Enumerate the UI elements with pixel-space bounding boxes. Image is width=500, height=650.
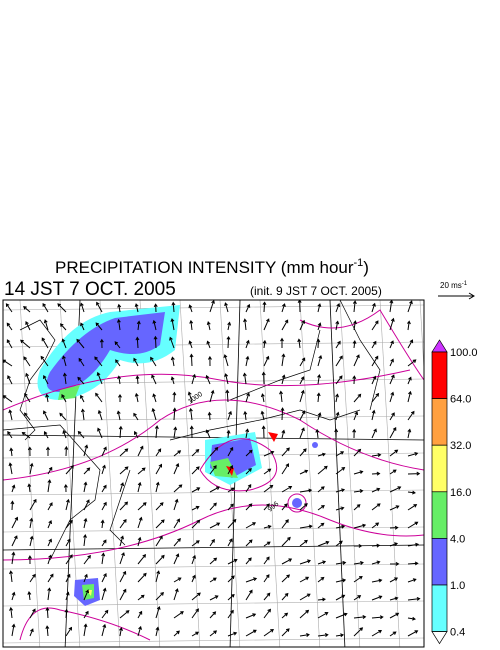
grid-line [3, 600, 424, 607]
grid-line [419, 300, 424, 376]
colorbar-label: 4.0 [450, 533, 465, 545]
grid-line [179, 300, 201, 647]
map-content: 1000 996 [3, 300, 424, 647]
colorbar-label: 32.0 [450, 440, 471, 452]
colorbar-triangle [431, 339, 448, 353]
colorbar-segment [431, 444, 448, 493]
colorbar-segment [431, 351, 448, 399]
colorbar-label: 64.0 [450, 394, 471, 406]
colorbar-label: 0.4 [450, 627, 465, 639]
grid-line [3, 489, 424, 496]
map-frame [2, 299, 425, 648]
colorbar-segment [431, 584, 448, 632]
colorbar-label: 1.0 [450, 580, 465, 592]
colorbar-triangle [431, 631, 448, 645]
vector-legend-label: 20 ms-1 [440, 281, 468, 290]
grid-line [3, 544, 424, 551]
grid-line [3, 304, 424, 311]
grid-line [299, 300, 321, 647]
colorbar-segment [431, 538, 448, 586]
grid-line [329, 300, 346, 647]
title: PRECIPITATION INTENSITY (mm hour-1) [55, 257, 369, 277]
title-close: ) [363, 258, 369, 277]
title-text: PRECIPITATION INTENSITY (mm hour [55, 258, 354, 277]
precipitation [37, 305, 318, 606]
title-exponent: -1 [354, 257, 364, 269]
grid-line [3, 637, 424, 644]
colorbar-segment [431, 398, 448, 446]
vector-legend-arrow [438, 292, 475, 300]
grid-line [3, 415, 424, 422]
wind-vectors [3, 300, 421, 638]
isobars [3, 309, 424, 641]
grid-line [379, 300, 401, 647]
colorbar-label: 16.0 [450, 487, 471, 499]
colorbar-segment [431, 491, 448, 539]
grid-line [339, 300, 361, 647]
colorbar-label: 100.0 [450, 347, 478, 359]
valid-time: 14 JST 7 OCT. 2005 [4, 279, 176, 300]
grid-line [3, 434, 424, 441]
grid-line [19, 300, 41, 647]
grid-line [259, 300, 281, 647]
vector-legend-text: 20 ms [440, 281, 462, 290]
colorbar: 100.0 64.0 32.0 16.0 4.0 1.0 0.4 [431, 339, 478, 645]
grid-line [3, 563, 424, 570]
init-time: (init. 9 JST 7 OCT. 2005) [250, 284, 382, 298]
vector-legend-exponent: -1 [462, 281, 468, 287]
map: 1000 996 [2, 299, 425, 648]
